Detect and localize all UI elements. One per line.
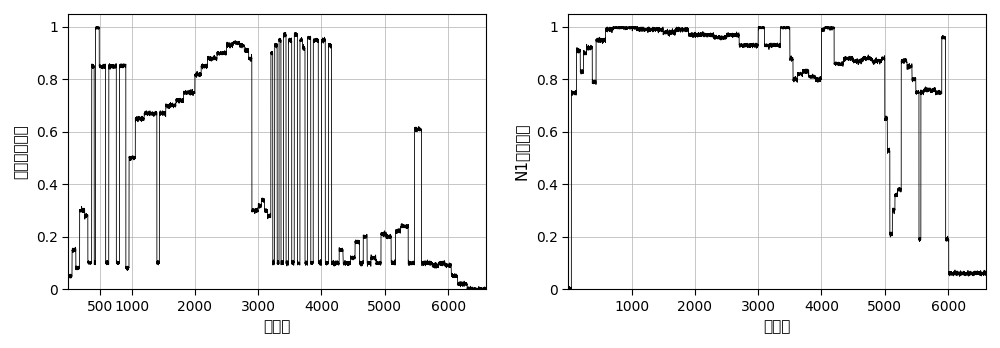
X-axis label: 数据点: 数据点 [763, 319, 791, 334]
Y-axis label: 燃油流量样本: 燃油流量样本 [14, 124, 29, 179]
Y-axis label: N1转速样本: N1转速样本 [514, 123, 529, 180]
X-axis label: 数据点: 数据点 [263, 319, 291, 334]
